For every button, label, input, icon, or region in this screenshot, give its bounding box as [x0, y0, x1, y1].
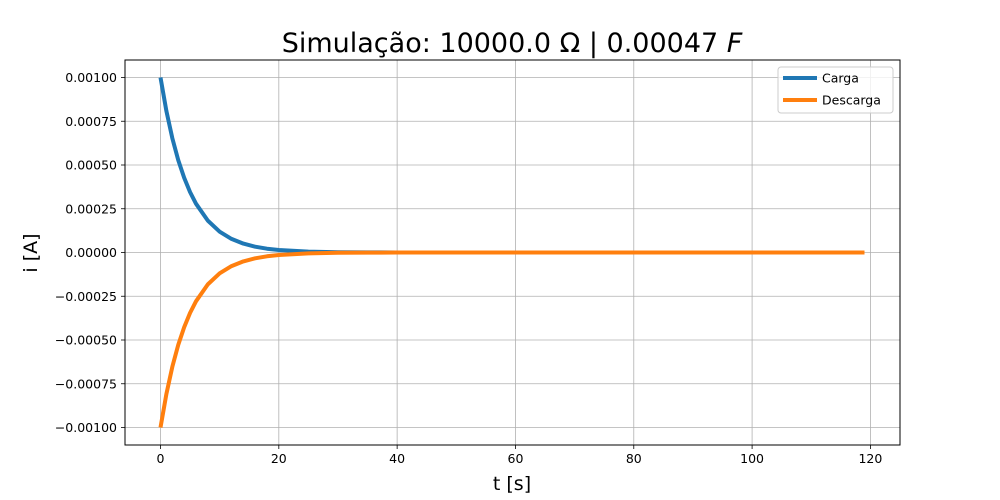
y-tick-label: −0.00050: [55, 333, 117, 348]
series-line-descarga: [158, 250, 865, 428]
x-tick-label: 80: [626, 451, 642, 466]
y-tick-label: 0.00025: [65, 201, 117, 216]
x-tick-label: 120: [858, 451, 882, 466]
chart-title-italic: F: [727, 28, 743, 59]
x-tick-label: 0: [157, 451, 165, 466]
y-tick-label: 0.00075: [65, 114, 117, 129]
x-axis-ticks: 0 20 40 60 80 100 120: [157, 445, 882, 466]
y-tick-label: 0.00000: [65, 245, 117, 260]
y-tick-label: −0.00075: [55, 376, 117, 391]
series-group: [158, 77, 865, 428]
x-tick-label: 60: [508, 451, 524, 466]
y-axis-label: i [A]: [20, 233, 42, 272]
x-tick-label: 40: [389, 451, 405, 466]
legend: Carga Descarga: [777, 66, 894, 114]
chart-title-main: Simulação: 10000.0 Ω | 0.00047: [282, 28, 727, 59]
grid: [125, 60, 900, 445]
x-tick-label: 20: [271, 451, 287, 466]
y-tick-label: 0.00100: [65, 70, 117, 85]
y-axis-ticks: 0.00100 0.00075 0.00050 0.00025 0.00000 −0.00…: [55, 70, 125, 435]
x-axis-label: t [s]: [493, 473, 531, 495]
y-tick-label: 0.00050: [65, 158, 117, 173]
legend-label: Carga: [822, 71, 859, 86]
chart-title: Simulação: 10000.0 Ω | 0.00047 F: [282, 28, 743, 59]
y-tick-label: −0.00100: [55, 420, 117, 435]
y-tick-label: −0.00025: [55, 289, 117, 304]
x-tick-label: 100: [740, 451, 764, 466]
legend-label: Descarga: [822, 93, 881, 108]
